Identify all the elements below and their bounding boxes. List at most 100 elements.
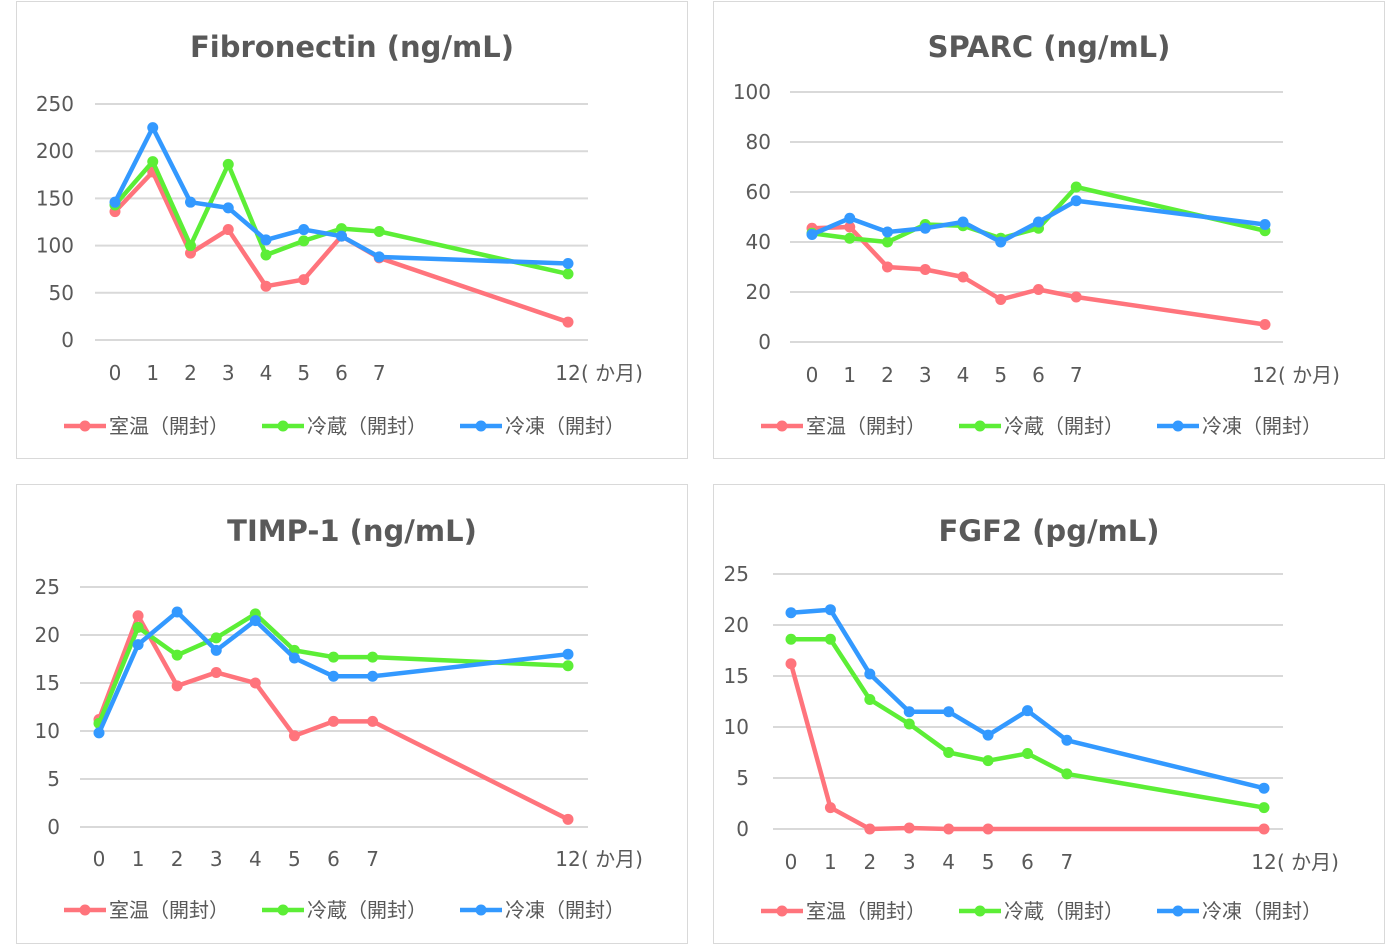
data-point	[336, 230, 347, 242]
legend-swatch-marker	[475, 904, 487, 916]
data-point	[982, 823, 994, 835]
data-point	[171, 606, 183, 618]
x-tick-label: 4	[260, 361, 273, 385]
data-point	[249, 677, 261, 689]
legend-item: 室温（開封）	[64, 414, 229, 438]
data-point	[995, 236, 1007, 248]
y-tick-label: 5	[736, 766, 749, 790]
x-tick-label: 3	[919, 363, 932, 387]
legend-item: 冷蔵（開封）	[959, 899, 1124, 923]
y-tick-label: 25	[724, 562, 749, 586]
x-tick-label: 12	[1251, 850, 1276, 874]
data-point	[1070, 291, 1082, 303]
data-point	[288, 652, 300, 664]
series-line	[788, 607, 1267, 791]
x-tick-label: 6	[335, 361, 348, 385]
y-tick-label: 50	[49, 281, 74, 305]
x-axis-unit-label: ( か月)	[581, 361, 643, 385]
series-frozen	[109, 122, 574, 270]
data-point	[260, 280, 272, 292]
y-tick-label: 150	[36, 186, 74, 210]
data-point	[903, 706, 915, 718]
legend-label: 冷凍（開封）	[1202, 899, 1322, 923]
data-point	[373, 225, 385, 237]
y-tick-label: 0	[758, 330, 771, 354]
data-point	[562, 258, 574, 270]
data-point	[1258, 823, 1270, 835]
x-tick-label: 6	[327, 847, 340, 871]
y-tick-label: 0	[736, 817, 749, 841]
data-point	[328, 651, 339, 663]
data-point	[367, 715, 379, 727]
chart-title: SPARC (ng/mL)	[928, 30, 1171, 64]
y-tick-label: 25	[35, 575, 60, 599]
data-point	[562, 648, 574, 660]
x-tick-label: 0	[785, 850, 798, 874]
data-point	[982, 755, 994, 767]
data-point	[882, 236, 893, 248]
data-point	[824, 802, 836, 814]
data-point	[903, 718, 915, 730]
y-tick-label: 0	[61, 328, 74, 352]
x-tick-label: 3	[210, 847, 223, 871]
data-point	[1070, 181, 1082, 193]
legend-item: 冷蔵（開封）	[262, 414, 427, 438]
x-tick-label: 5	[288, 847, 301, 871]
chart-panel-timp1	[16, 484, 688, 944]
x-tick-label: 1	[146, 361, 159, 385]
data-point	[1258, 782, 1270, 794]
x-tick-label: 0	[806, 363, 819, 387]
data-point	[943, 706, 955, 718]
data-point	[957, 216, 969, 228]
x-tick-label: 7	[366, 847, 379, 871]
data-point	[943, 747, 955, 758]
legend-swatch-marker	[475, 420, 487, 432]
legend: 室温（開封） 冷蔵（開封） 冷凍（開封）	[761, 414, 1322, 438]
data-point	[328, 670, 339, 682]
data-point	[882, 226, 893, 238]
x-tick-label: 5	[982, 850, 995, 874]
data-point	[995, 294, 1007, 305]
y-tick-label: 10	[724, 715, 749, 739]
data-point	[93, 727, 105, 739]
series-room-temp	[93, 610, 574, 825]
x-tick-label: 12	[1252, 363, 1277, 387]
x-tick-label: 12	[555, 847, 580, 871]
series-line	[112, 169, 571, 325]
data-point	[147, 122, 159, 134]
data-point	[864, 668, 876, 680]
data-point	[1033, 284, 1044, 295]
legend-label: 冷凍（開封）	[505, 414, 625, 438]
series-room-temp	[109, 166, 574, 328]
legend-label: 冷蔵（開封）	[307, 414, 427, 438]
data-point	[1258, 802, 1270, 814]
legend-swatch-marker	[1172, 905, 1184, 917]
data-point	[185, 240, 196, 252]
x-tick-label: 2	[863, 850, 876, 874]
legend-item: 室温（開封）	[761, 899, 926, 923]
legend-swatch-marker	[776, 905, 788, 917]
data-point	[844, 221, 856, 233]
legend-swatch-marker	[79, 420, 91, 432]
legend-item: 冷蔵（開封）	[262, 898, 427, 922]
data-point	[132, 639, 144, 651]
y-tick-label: 80	[746, 130, 771, 154]
y-tick-label: 60	[746, 180, 771, 204]
data-point	[210, 666, 222, 678]
data-point	[210, 644, 222, 656]
data-point	[132, 610, 144, 622]
x-tick-label: 1	[843, 363, 856, 387]
data-point	[222, 158, 234, 170]
data-point	[1022, 705, 1033, 717]
series-frozen	[93, 606, 574, 739]
data-point	[1061, 768, 1073, 780]
y-tick-label: 100	[36, 234, 74, 258]
y-tick-label: 20	[724, 613, 749, 637]
x-axis-unit-label: ( か月)	[1277, 850, 1339, 874]
chart-title: Fibronectin (ng/mL)	[190, 30, 514, 64]
x-axis-unit-label: ( か月)	[581, 847, 643, 871]
legend-item: 冷凍（開封）	[460, 414, 625, 438]
x-tick-label: 6	[1032, 363, 1045, 387]
